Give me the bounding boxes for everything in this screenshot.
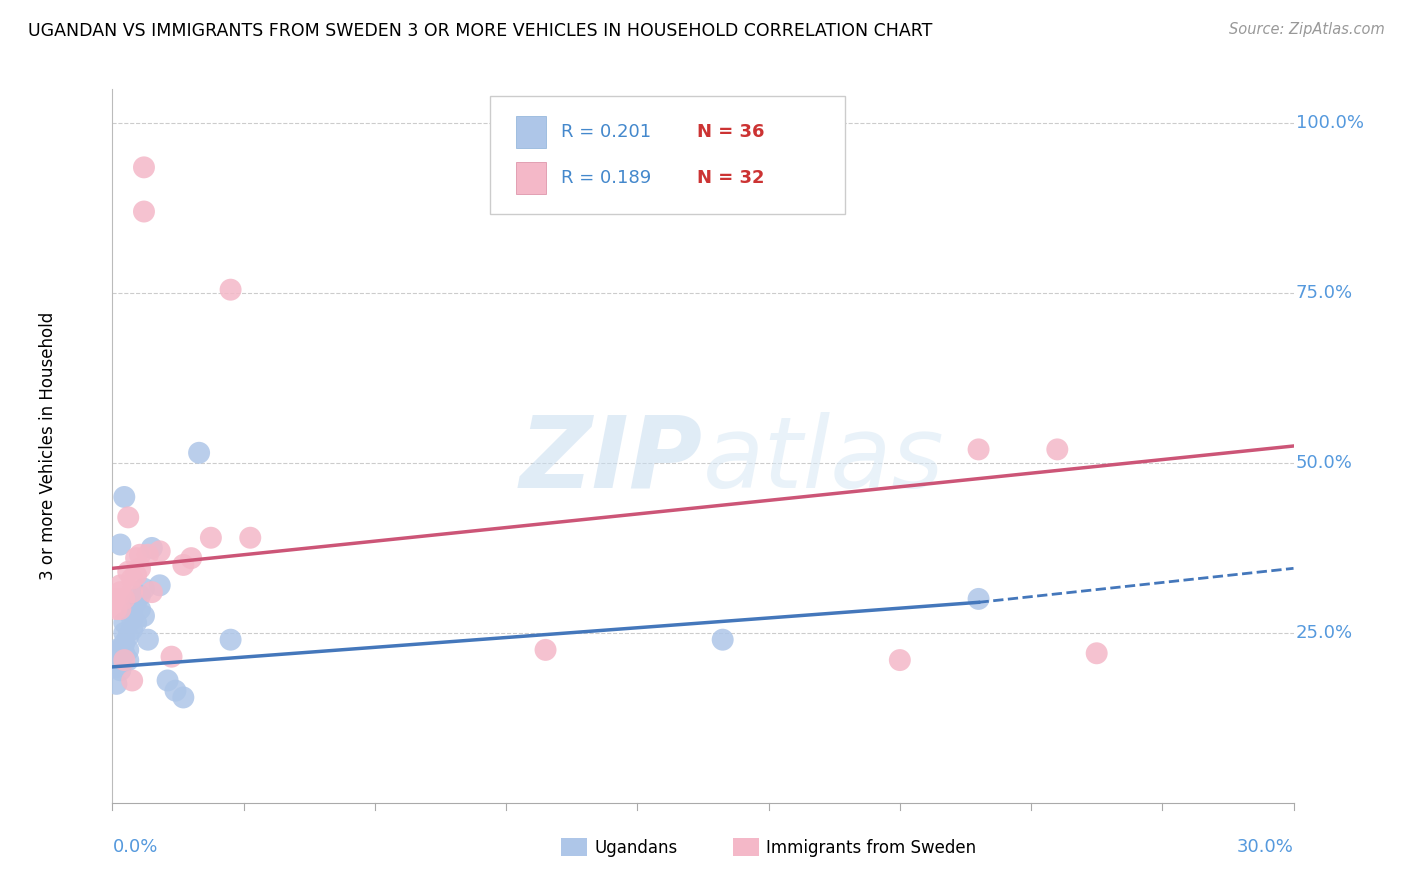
- Point: [112, 646, 135, 660]
- Point: [889, 653, 911, 667]
- Point: [112, 653, 135, 667]
- Point: [125, 615, 148, 630]
- Point: [967, 591, 990, 606]
- Point: [110, 657, 132, 671]
- Point: [110, 649, 132, 664]
- Point: [129, 548, 152, 562]
- Point: [132, 161, 155, 175]
- Point: [110, 578, 132, 592]
- Point: [125, 595, 148, 609]
- Point: [117, 510, 139, 524]
- Bar: [733, 838, 758, 856]
- Point: [112, 615, 135, 630]
- Text: Immigrants from Sweden: Immigrants from Sweden: [766, 838, 976, 856]
- Text: R = 0.201: R = 0.201: [561, 123, 651, 141]
- Point: [121, 623, 143, 637]
- Point: [132, 582, 155, 596]
- Point: [172, 690, 194, 705]
- Text: 75.0%: 75.0%: [1296, 284, 1353, 302]
- Point: [105, 649, 128, 664]
- Point: [188, 446, 211, 460]
- FancyBboxPatch shape: [491, 96, 845, 214]
- Point: [110, 663, 132, 677]
- Point: [219, 283, 242, 297]
- Point: [132, 204, 155, 219]
- Point: [110, 585, 132, 599]
- Point: [200, 531, 222, 545]
- Text: atlas: atlas: [703, 412, 945, 508]
- Point: [105, 660, 128, 674]
- Point: [121, 612, 143, 626]
- Point: [117, 629, 139, 643]
- Point: [121, 572, 143, 586]
- Point: [149, 578, 172, 592]
- Point: [117, 565, 139, 579]
- Point: [129, 602, 152, 616]
- Point: [110, 643, 132, 657]
- Text: ZIP: ZIP: [520, 412, 703, 508]
- Point: [112, 591, 135, 606]
- Point: [117, 643, 139, 657]
- Text: UGANDAN VS IMMIGRANTS FROM SWEDEN 3 OR MORE VEHICLES IN HOUSEHOLD CORRELATION CH: UGANDAN VS IMMIGRANTS FROM SWEDEN 3 OR M…: [28, 22, 932, 40]
- Text: 100.0%: 100.0%: [1296, 114, 1364, 132]
- Point: [180, 551, 202, 566]
- Text: 30.0%: 30.0%: [1237, 838, 1294, 856]
- Point: [1085, 646, 1108, 660]
- Point: [239, 531, 262, 545]
- Point: [112, 626, 135, 640]
- Text: N = 36: N = 36: [697, 123, 765, 141]
- Text: 3 or more Vehicles in Household: 3 or more Vehicles in Household: [38, 312, 56, 580]
- Point: [105, 677, 128, 691]
- Point: [112, 490, 135, 504]
- Point: [105, 591, 128, 606]
- Point: [105, 602, 128, 616]
- Point: [117, 653, 139, 667]
- Text: N = 32: N = 32: [697, 169, 765, 187]
- Point: [219, 632, 242, 647]
- Text: R = 0.189: R = 0.189: [561, 169, 651, 187]
- Point: [534, 643, 557, 657]
- Point: [711, 632, 734, 647]
- Point: [141, 585, 163, 599]
- Text: Source: ZipAtlas.com: Source: ZipAtlas.com: [1229, 22, 1385, 37]
- Point: [112, 636, 135, 650]
- Text: Ugandans: Ugandans: [595, 838, 678, 856]
- Bar: [516, 162, 546, 194]
- Point: [105, 643, 128, 657]
- Point: [136, 632, 159, 647]
- Point: [141, 541, 163, 555]
- Point: [125, 551, 148, 566]
- Bar: [516, 116, 546, 148]
- Text: 0.0%: 0.0%: [112, 838, 157, 856]
- Point: [129, 561, 152, 575]
- Point: [129, 589, 152, 603]
- Point: [165, 683, 187, 698]
- Point: [125, 568, 148, 582]
- Bar: [561, 838, 588, 856]
- Point: [121, 585, 143, 599]
- Point: [110, 602, 132, 616]
- Point: [136, 548, 159, 562]
- Text: 25.0%: 25.0%: [1296, 624, 1353, 642]
- Text: 50.0%: 50.0%: [1296, 454, 1353, 472]
- Point: [132, 608, 155, 623]
- Point: [110, 537, 132, 551]
- Point: [1046, 442, 1069, 457]
- Point: [121, 673, 143, 688]
- Point: [172, 558, 194, 572]
- Point: [160, 649, 183, 664]
- Point: [121, 606, 143, 620]
- Point: [149, 544, 172, 558]
- Point: [156, 673, 179, 688]
- Point: [967, 442, 990, 457]
